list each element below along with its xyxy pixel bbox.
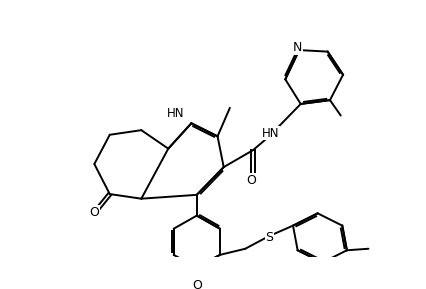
Text: N: N [293,41,302,54]
Text: HN: HN [167,108,185,121]
Text: O: O [89,206,99,219]
Text: HN: HN [262,127,279,140]
Text: O: O [192,279,201,289]
Text: O: O [247,174,256,187]
Text: S: S [265,231,273,244]
